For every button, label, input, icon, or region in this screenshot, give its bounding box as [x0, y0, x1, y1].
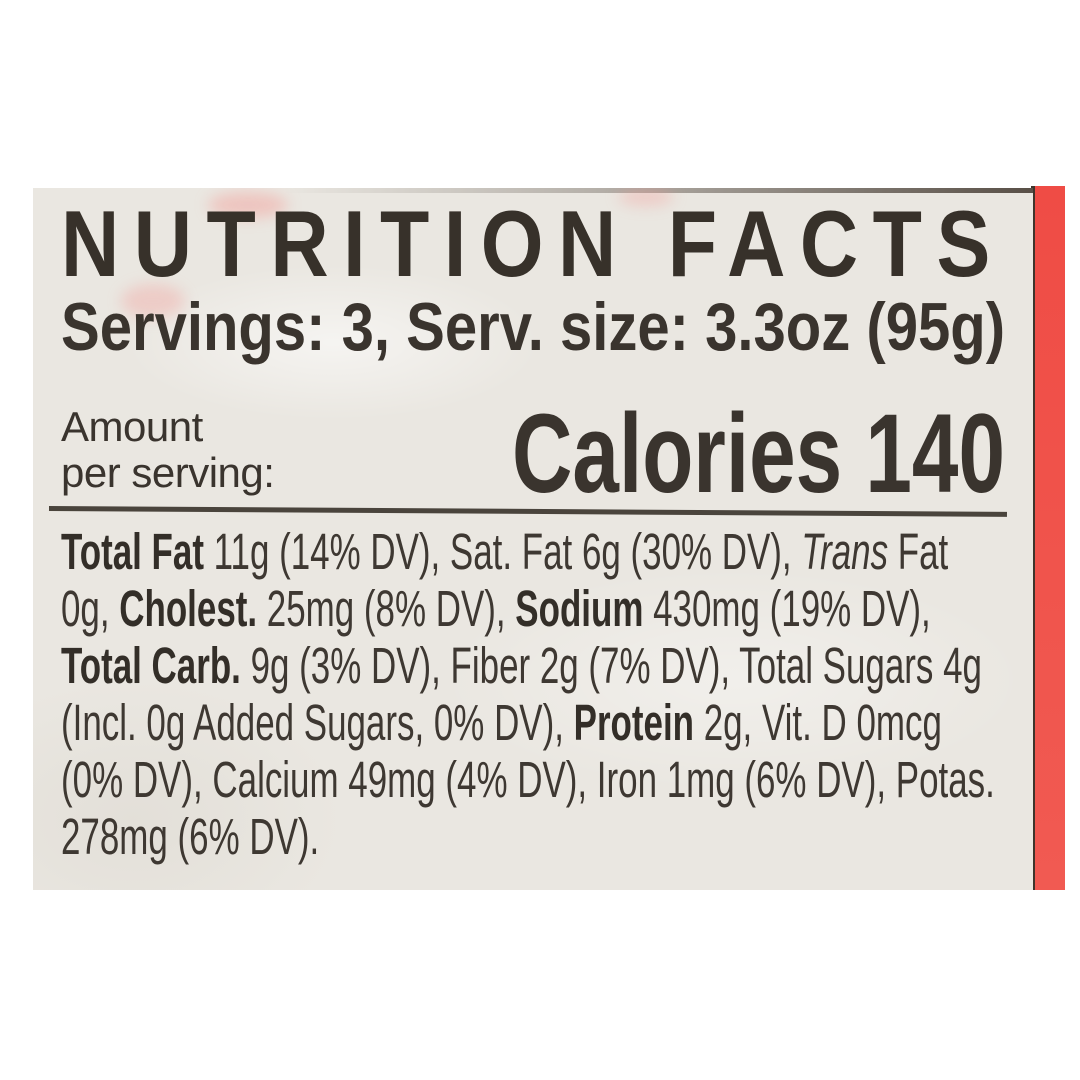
nutrient-segment: Trans — [801, 523, 889, 580]
servings-line: Servings: 3, Serv. size: 3.3oz (95g) — [61, 289, 1006, 365]
calories-line: Calories 140 — [512, 398, 1005, 510]
nutrient-segment: Total Carb. — [61, 637, 241, 694]
nutrient-segment: Total Fat — [61, 523, 204, 580]
calories-value: 140 — [865, 391, 1005, 516]
nutrient-segment: Sodium — [515, 580, 644, 637]
nutrition-facts-title: NUTRITION FACTS — [61, 191, 1005, 296]
nutrient-segment: Cholest. — [119, 580, 258, 637]
nutrient-segment: 11g (14% DV), Sat. Fat 6g (30% DV), — [203, 523, 802, 580]
package-red-edge — [1031, 186, 1065, 890]
nutrient-segment: Fat 0g, — [61, 523, 949, 637]
nutrient-segment: 9g (3% DV), Fiber 2g (7% DV), Total Suga… — [61, 637, 982, 751]
amount-line-2: per serving: — [61, 449, 275, 496]
amount-line-1: Amount — [61, 403, 203, 450]
nutrition-label: NUTRITION FACTS Servings: 3, Serv. size:… — [33, 188, 1033, 890]
calories-label: Calories — [512, 391, 843, 516]
nutrient-segment: 430mg (19% DV), — [643, 580, 931, 637]
nutrients-paragraph: Total Fat 11g (14% DV), Sat. Fat 6g (30%… — [61, 523, 1005, 865]
nutrient-segment: 2g, Vit. D 0mcg (0% DV), Calcium 49mg (4… — [61, 694, 995, 865]
label-top-shadow — [33, 188, 1033, 193]
calories-row: Amount per serving: Calories 140 — [61, 398, 1005, 510]
nutrient-segment: Protein — [573, 694, 694, 751]
amount-per-serving: Amount per serving: — [61, 398, 1005, 496]
nutrient-segment: 25mg (8% DV), — [257, 580, 516, 637]
